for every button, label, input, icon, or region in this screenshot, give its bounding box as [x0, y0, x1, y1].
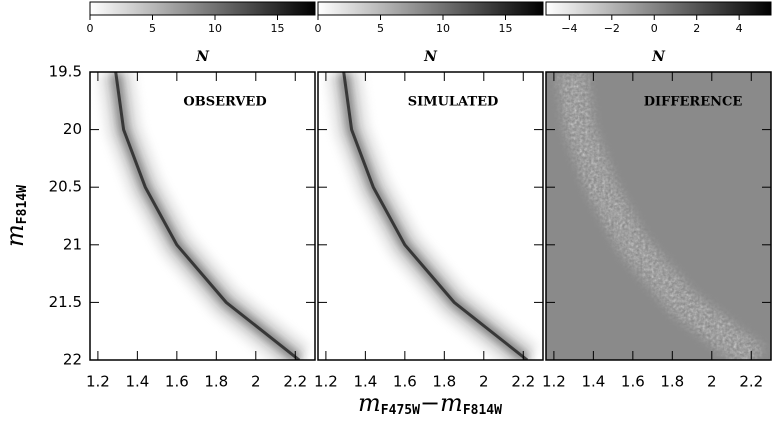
x-tick-label: 2.2: [283, 373, 307, 391]
y-tick-label: 20.5: [49, 178, 82, 196]
panel-label: DIFFERENCE: [644, 95, 743, 110]
x-axis-label-part: F475W: [381, 403, 420, 418]
colorbar-tick-label: −4: [561, 22, 577, 35]
colorbar-tick-label: 0: [315, 22, 322, 35]
x-axis-label-part: m: [358, 389, 381, 417]
density-band: [326, 72, 538, 360]
band-ridge: [114, 72, 301, 360]
x-tick-label: 1.4: [581, 373, 605, 391]
x-tick-label: 2: [707, 373, 717, 391]
y-tick-label: 22: [63, 351, 82, 369]
x-tick-label: 1.8: [432, 373, 456, 391]
colorbar-tick-label: 5: [149, 22, 156, 35]
x-tick-label: 1.6: [621, 373, 645, 391]
colorbar-tick-label: 15: [271, 22, 285, 35]
x-tick-label: 1.2: [86, 373, 110, 391]
colorbar-title: N: [423, 49, 438, 65]
x-axis-label-part: −m: [420, 389, 463, 417]
colorbar-tick-label: 5: [377, 22, 384, 35]
colorbar-title: N: [195, 49, 210, 65]
x-tick-label: 1.2: [542, 373, 566, 391]
y-axis-label-sub: F814W: [15, 185, 30, 224]
colorbar: [545, 1, 772, 16]
y-tick-label: 21: [63, 235, 82, 253]
y-axis-label-main: m: [1, 224, 29, 247]
colorbar-tick-label: 4: [736, 22, 743, 35]
colorbar-tick-label: 2: [693, 22, 700, 35]
colorbar-tick-label: 0: [87, 22, 94, 35]
x-tick-label: 1.6: [393, 373, 417, 391]
y-axis-label: mF814W: [1, 185, 30, 247]
x-tick-label: 2: [251, 373, 261, 391]
density-band: [546, 72, 771, 360]
x-axis-label-part: F814W: [463, 403, 502, 418]
x-axis-label: mF475W−mF814W: [358, 389, 502, 418]
panel-frame: [545, 71, 772, 361]
x-tick-label: 1.2: [314, 373, 338, 391]
colorbar-tick-label: 0: [651, 22, 658, 35]
band-noise: [546, 72, 771, 360]
y-tick-label: 20: [63, 120, 82, 138]
x-tick-label: 1.4: [353, 373, 377, 391]
colorbar-tick-label: 10: [208, 22, 222, 35]
colorbar-tick-label: 10: [436, 22, 450, 35]
colorbar-tick-label: −2: [604, 22, 620, 35]
band-ridge: [342, 72, 529, 360]
x-tick-label: 1.8: [204, 373, 228, 391]
colorbar: [89, 1, 316, 16]
x-tick-label: 2: [479, 373, 489, 391]
panel-label: SIMULATED: [408, 95, 499, 110]
y-tick-label: 21.5: [49, 293, 82, 311]
x-tick-label: 2.2: [511, 373, 535, 391]
x-tick-label: 1.6: [165, 373, 189, 391]
colorbar: [317, 1, 544, 16]
panel-frame: [89, 71, 316, 361]
panel-frame: [317, 71, 544, 361]
y-tick-label: 19.5: [49, 63, 82, 81]
colorbar-tick-label: 15: [499, 22, 513, 35]
x-tick-label: 1.8: [660, 373, 684, 391]
x-tick-label: 1.4: [125, 373, 149, 391]
density-band: [98, 72, 310, 360]
x-tick-label: 2.2: [739, 373, 763, 391]
panel-label: OBSERVED: [183, 95, 266, 110]
colorbar-title: N: [651, 49, 666, 65]
